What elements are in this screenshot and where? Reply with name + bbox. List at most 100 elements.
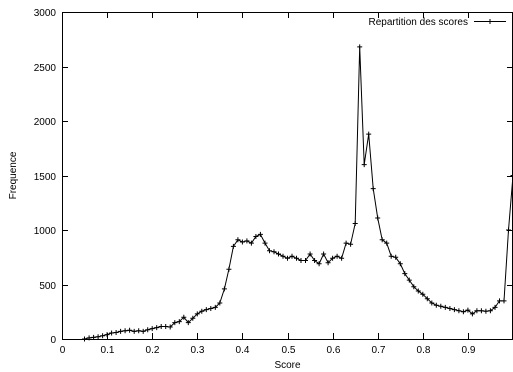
x-tick-label: 0.5 <box>282 345 296 356</box>
data-point-marker <box>379 237 385 243</box>
data-point-marker <box>402 271 408 277</box>
data-point-marker <box>352 221 358 226</box>
data-point-marker <box>393 254 399 260</box>
legend-marker-plus <box>487 19 493 24</box>
x-tick-label: 0.9 <box>462 345 476 356</box>
data-point-marker <box>424 296 430 302</box>
data-point-marker <box>176 319 182 325</box>
y-tick-label: 0 <box>50 335 56 346</box>
data-point-marker <box>370 186 376 192</box>
data-point-marker <box>325 260 331 266</box>
data-point-marker <box>248 240 254 246</box>
data-point-marker <box>127 327 133 333</box>
data-point-marker <box>465 307 471 313</box>
data-point-marker <box>140 328 146 334</box>
data-point-marker <box>172 320 178 326</box>
y-axis-title: Frequence <box>8 151 19 199</box>
data-point-marker <box>280 253 286 259</box>
data-point-marker <box>497 298 502 304</box>
x-tick-label: 0.1 <box>101 345 115 356</box>
series-line <box>84 46 513 340</box>
data-point-marker <box>226 266 232 272</box>
x-tick-label: 0.7 <box>372 345 386 356</box>
data-point-marker <box>253 234 259 239</box>
x-tick-label: 0.4 <box>236 345 250 356</box>
data-point-marker <box>244 238 250 244</box>
data-point-marker <box>330 255 336 261</box>
data-point-marker <box>303 258 308 263</box>
y-tick-label: 1000 <box>34 226 57 237</box>
data-point-marker <box>343 240 349 246</box>
axis-ticks <box>62 12 513 340</box>
data-point-marker <box>203 307 209 313</box>
data-point-marker <box>109 330 115 336</box>
data-point-marker <box>199 308 205 314</box>
data-point-marker <box>298 258 304 263</box>
data-point-marker <box>149 326 155 332</box>
x-axis-title: Score <box>274 360 301 371</box>
legend: Repartition des scores <box>369 17 506 28</box>
data-point-marker <box>181 314 187 320</box>
legend-label: Repartition des scores <box>369 17 469 28</box>
data-point-marker <box>267 248 272 254</box>
data-point-marker <box>190 315 196 321</box>
data-point-marker <box>230 243 236 249</box>
data-point-marker <box>217 300 223 306</box>
data-point-marker <box>95 334 101 340</box>
data-point-marker <box>100 333 106 339</box>
data-point-marker <box>456 308 462 314</box>
y-tick-label: 2000 <box>34 117 57 128</box>
data-point-marker <box>212 304 218 310</box>
data-point-marker <box>145 327 151 333</box>
y-tick-label: 500 <box>39 281 56 292</box>
y-axis-title-text: Frequence <box>8 151 19 199</box>
data-point-marker <box>501 298 507 304</box>
data-point-marker <box>276 251 281 257</box>
data-point-marker <box>478 308 484 314</box>
y-tick-label: 3000 <box>34 8 57 19</box>
data-point-marker <box>285 255 290 261</box>
x-tick-label: 0.3 <box>191 345 205 356</box>
data-point-marker <box>312 258 318 263</box>
data-point-marker <box>221 286 227 292</box>
axis-tick-labels: 0 500 1000 1500 2000 2500 3000 0 0.1 0.2 0.3 0.4 0.5… <box>34 8 476 356</box>
data-point-marker <box>361 162 367 168</box>
data-point-marker <box>235 237 241 243</box>
data-point-marker <box>294 255 299 261</box>
data-point-marker <box>321 251 327 257</box>
data-point-marker <box>122 328 128 334</box>
data-point-marker <box>208 306 214 311</box>
data-point-marker <box>483 308 489 314</box>
y-tick-label: 2500 <box>34 63 57 74</box>
data-point-marker <box>167 324 173 330</box>
data-point-marker <box>104 332 110 338</box>
series-layer <box>82 44 513 342</box>
data-point-marker <box>447 306 453 311</box>
data-point-marker <box>239 239 245 245</box>
data-point-marker <box>506 227 511 233</box>
data-point-marker <box>510 173 513 178</box>
data-point-marker <box>158 324 164 329</box>
data-point-marker <box>442 304 448 310</box>
data-point-marker <box>271 249 277 255</box>
data-point-marker <box>469 311 475 317</box>
data-point-marker <box>131 328 137 334</box>
data-point-marker <box>406 277 412 283</box>
data-point-marker <box>339 255 345 261</box>
data-point-marker <box>375 215 381 221</box>
data-point-marker <box>163 324 169 329</box>
x-tick-label: 0 <box>60 345 66 356</box>
data-point-marker <box>307 251 313 257</box>
x-tick-label: 0.6 <box>327 345 341 356</box>
x-tick-label: 0.8 <box>417 345 431 356</box>
data-point-marker <box>415 288 421 294</box>
data-point-marker <box>185 320 191 326</box>
data-point-marker <box>113 330 119 335</box>
data-point-marker <box>397 261 403 267</box>
data-point-marker <box>487 308 493 314</box>
y-tick-label: 1500 <box>34 172 57 183</box>
data-point-marker <box>438 303 444 309</box>
data-point-marker <box>384 240 390 246</box>
plot-frame <box>62 12 513 340</box>
data-point-marker <box>194 311 200 317</box>
